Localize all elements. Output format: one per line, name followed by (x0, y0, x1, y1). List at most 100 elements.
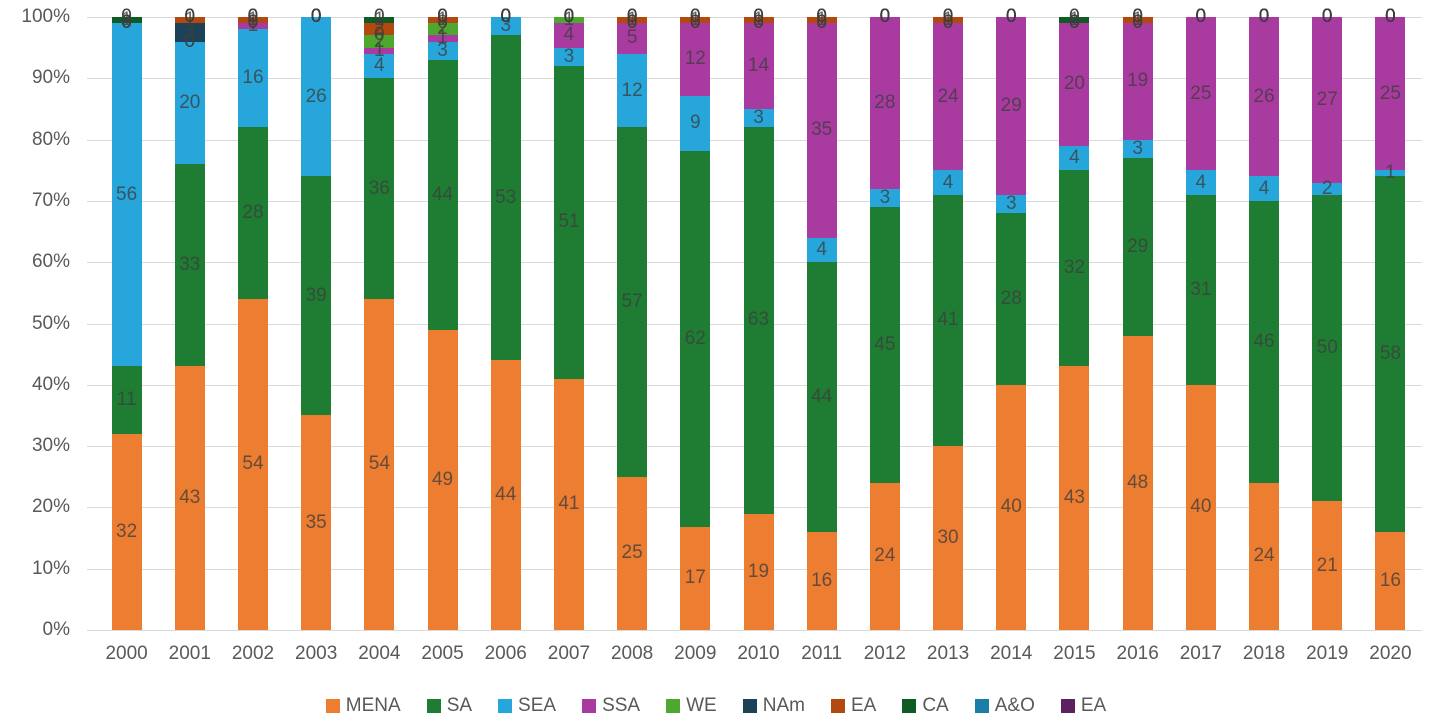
legend-swatch-icon (325, 699, 340, 713)
segment-SSA-2011 (806, 23, 837, 238)
bar-2018 (1249, 17, 1280, 630)
segment-MENA-2008 (617, 476, 648, 630)
segment-SA-2005 (427, 59, 458, 330)
segment-MENA-2007 (553, 378, 584, 630)
x-axis-label-2012: 2012 (863, 643, 907, 664)
x-axis-label-2002: 2002 (231, 643, 275, 664)
segment-MENA-2015 (1059, 366, 1090, 630)
bar-2015 (1059, 17, 1090, 630)
segment-SA-2019 (1312, 194, 1343, 502)
segment-SSA-2020 (1375, 17, 1406, 171)
segment-SEA-2018 (1249, 176, 1280, 201)
segment-MENA-2014 (996, 384, 1027, 630)
bar-2000 (111, 17, 142, 630)
segment-SEA-2015 (1059, 145, 1090, 171)
legend-label: NAm (762, 695, 805, 716)
segment-MENA-2002 (237, 298, 268, 630)
y-axis-tick (87, 568, 95, 570)
x-axis-label-2006: 2006 (484, 643, 527, 664)
y-axis-tick (87, 78, 95, 80)
segment-SEA-2014 (996, 194, 1027, 214)
bar-2010 (743, 17, 774, 630)
legend-swatch-icon (742, 699, 757, 713)
bar-2016 (1122, 17, 1153, 630)
segment-SA-2012 (869, 207, 900, 483)
bar-2002 (237, 17, 268, 630)
segment-SEA-2004 (364, 53, 395, 79)
segment-MENA-2000 (111, 433, 142, 630)
bar-2011 (806, 17, 837, 630)
legend-label: EA (850, 695, 877, 716)
segment-MENA-2001 (174, 366, 205, 630)
y-axis-label: 100% (21, 6, 70, 27)
segment-SSA-2014 (996, 17, 1027, 195)
segment-MENA-2013 (933, 446, 964, 630)
segment-SA-2017 (1185, 194, 1216, 385)
y-axis-label: 0% (42, 619, 70, 640)
segment-SEA-2010 (743, 108, 774, 128)
segment-SA-2003 (301, 176, 332, 416)
x-axis-label-2005: 2005 (421, 643, 464, 664)
segment-SEA-2003 (301, 17, 332, 177)
legend-label: MENA (345, 695, 401, 716)
legend-swatch-icon (974, 699, 989, 713)
segment-EA-2010 (743, 17, 774, 24)
x-axis-label-2015: 2015 (1053, 643, 1096, 664)
y-axis-label: 50% (31, 312, 70, 334)
legend-item-EA: EA (830, 695, 877, 717)
legend-label: SEA (518, 695, 557, 716)
segment-MENA-2004 (364, 298, 395, 630)
segment-MENA-2010 (743, 513, 774, 630)
legend-label: A&O (994, 695, 1035, 716)
segment-SA-2018 (1249, 200, 1280, 483)
segment-SEA-2016 (1122, 139, 1153, 158)
legend-swatch-icon (666, 699, 681, 713)
y-axis-label: 60% (31, 251, 70, 273)
segment-SA-2001 (174, 164, 205, 367)
segment-SSA-2010 (743, 23, 774, 109)
legend-swatch-icon (902, 699, 917, 713)
segment-SEA-2013 (933, 170, 964, 195)
y-axis-tick (87, 446, 95, 448)
legend-item-NAm: NAm (742, 695, 805, 717)
legend-item-WE: WE (666, 695, 717, 717)
segment-WE-2007 (553, 17, 584, 24)
segment-EA-2002 (237, 17, 268, 24)
segment-SSA-2004 (364, 47, 395, 54)
segment-SEA-2001 (174, 41, 205, 165)
segment-SA-2008 (617, 127, 648, 477)
segment-SA-2011 (806, 262, 837, 532)
x-axis-label-2000: 2000 (105, 643, 148, 664)
segment-CA-2004 (364, 17, 395, 24)
segment-SSA-2013 (933, 23, 964, 171)
segment-SSA-2007 (553, 23, 584, 48)
segment-SEA-2000 (111, 23, 142, 367)
segment-WE-2004 (364, 35, 395, 48)
x-axis-label-2011: 2011 (801, 643, 843, 664)
legend-label: EA (1080, 695, 1107, 716)
segment-SA-2010 (743, 127, 774, 514)
segment-SSA-2017 (1185, 17, 1216, 171)
bar-2017 (1185, 17, 1216, 630)
legend-swatch-icon (582, 699, 597, 713)
segment-SEA-2002 (237, 29, 268, 128)
legend-label: SSA (602, 695, 641, 716)
y-axis-tick (87, 507, 95, 509)
segment-MENA-2011 (806, 531, 837, 630)
bar-2001 (174, 17, 205, 630)
x-axis-label-2008: 2008 (610, 643, 654, 664)
legend-item-SA: SA (426, 695, 472, 717)
segment-MENA-2020 (1375, 531, 1406, 630)
y-axis-label: 40% (31, 373, 70, 395)
legend-swatch-icon (1060, 699, 1075, 713)
segment-SEA-2012 (869, 188, 900, 208)
segment-SA-2013 (933, 194, 964, 447)
bar-2003 (301, 17, 332, 630)
y-axis-tick (87, 17, 95, 18)
x-axis-label-2003: 2003 (295, 643, 338, 664)
x-axis-label-2014: 2014 (990, 643, 1033, 664)
y-axis-label: 80% (31, 128, 70, 150)
y-axis-label: 70% (31, 189, 70, 211)
segment-MENA-2016 (1122, 335, 1153, 630)
segment-SA-2014 (996, 213, 1027, 385)
